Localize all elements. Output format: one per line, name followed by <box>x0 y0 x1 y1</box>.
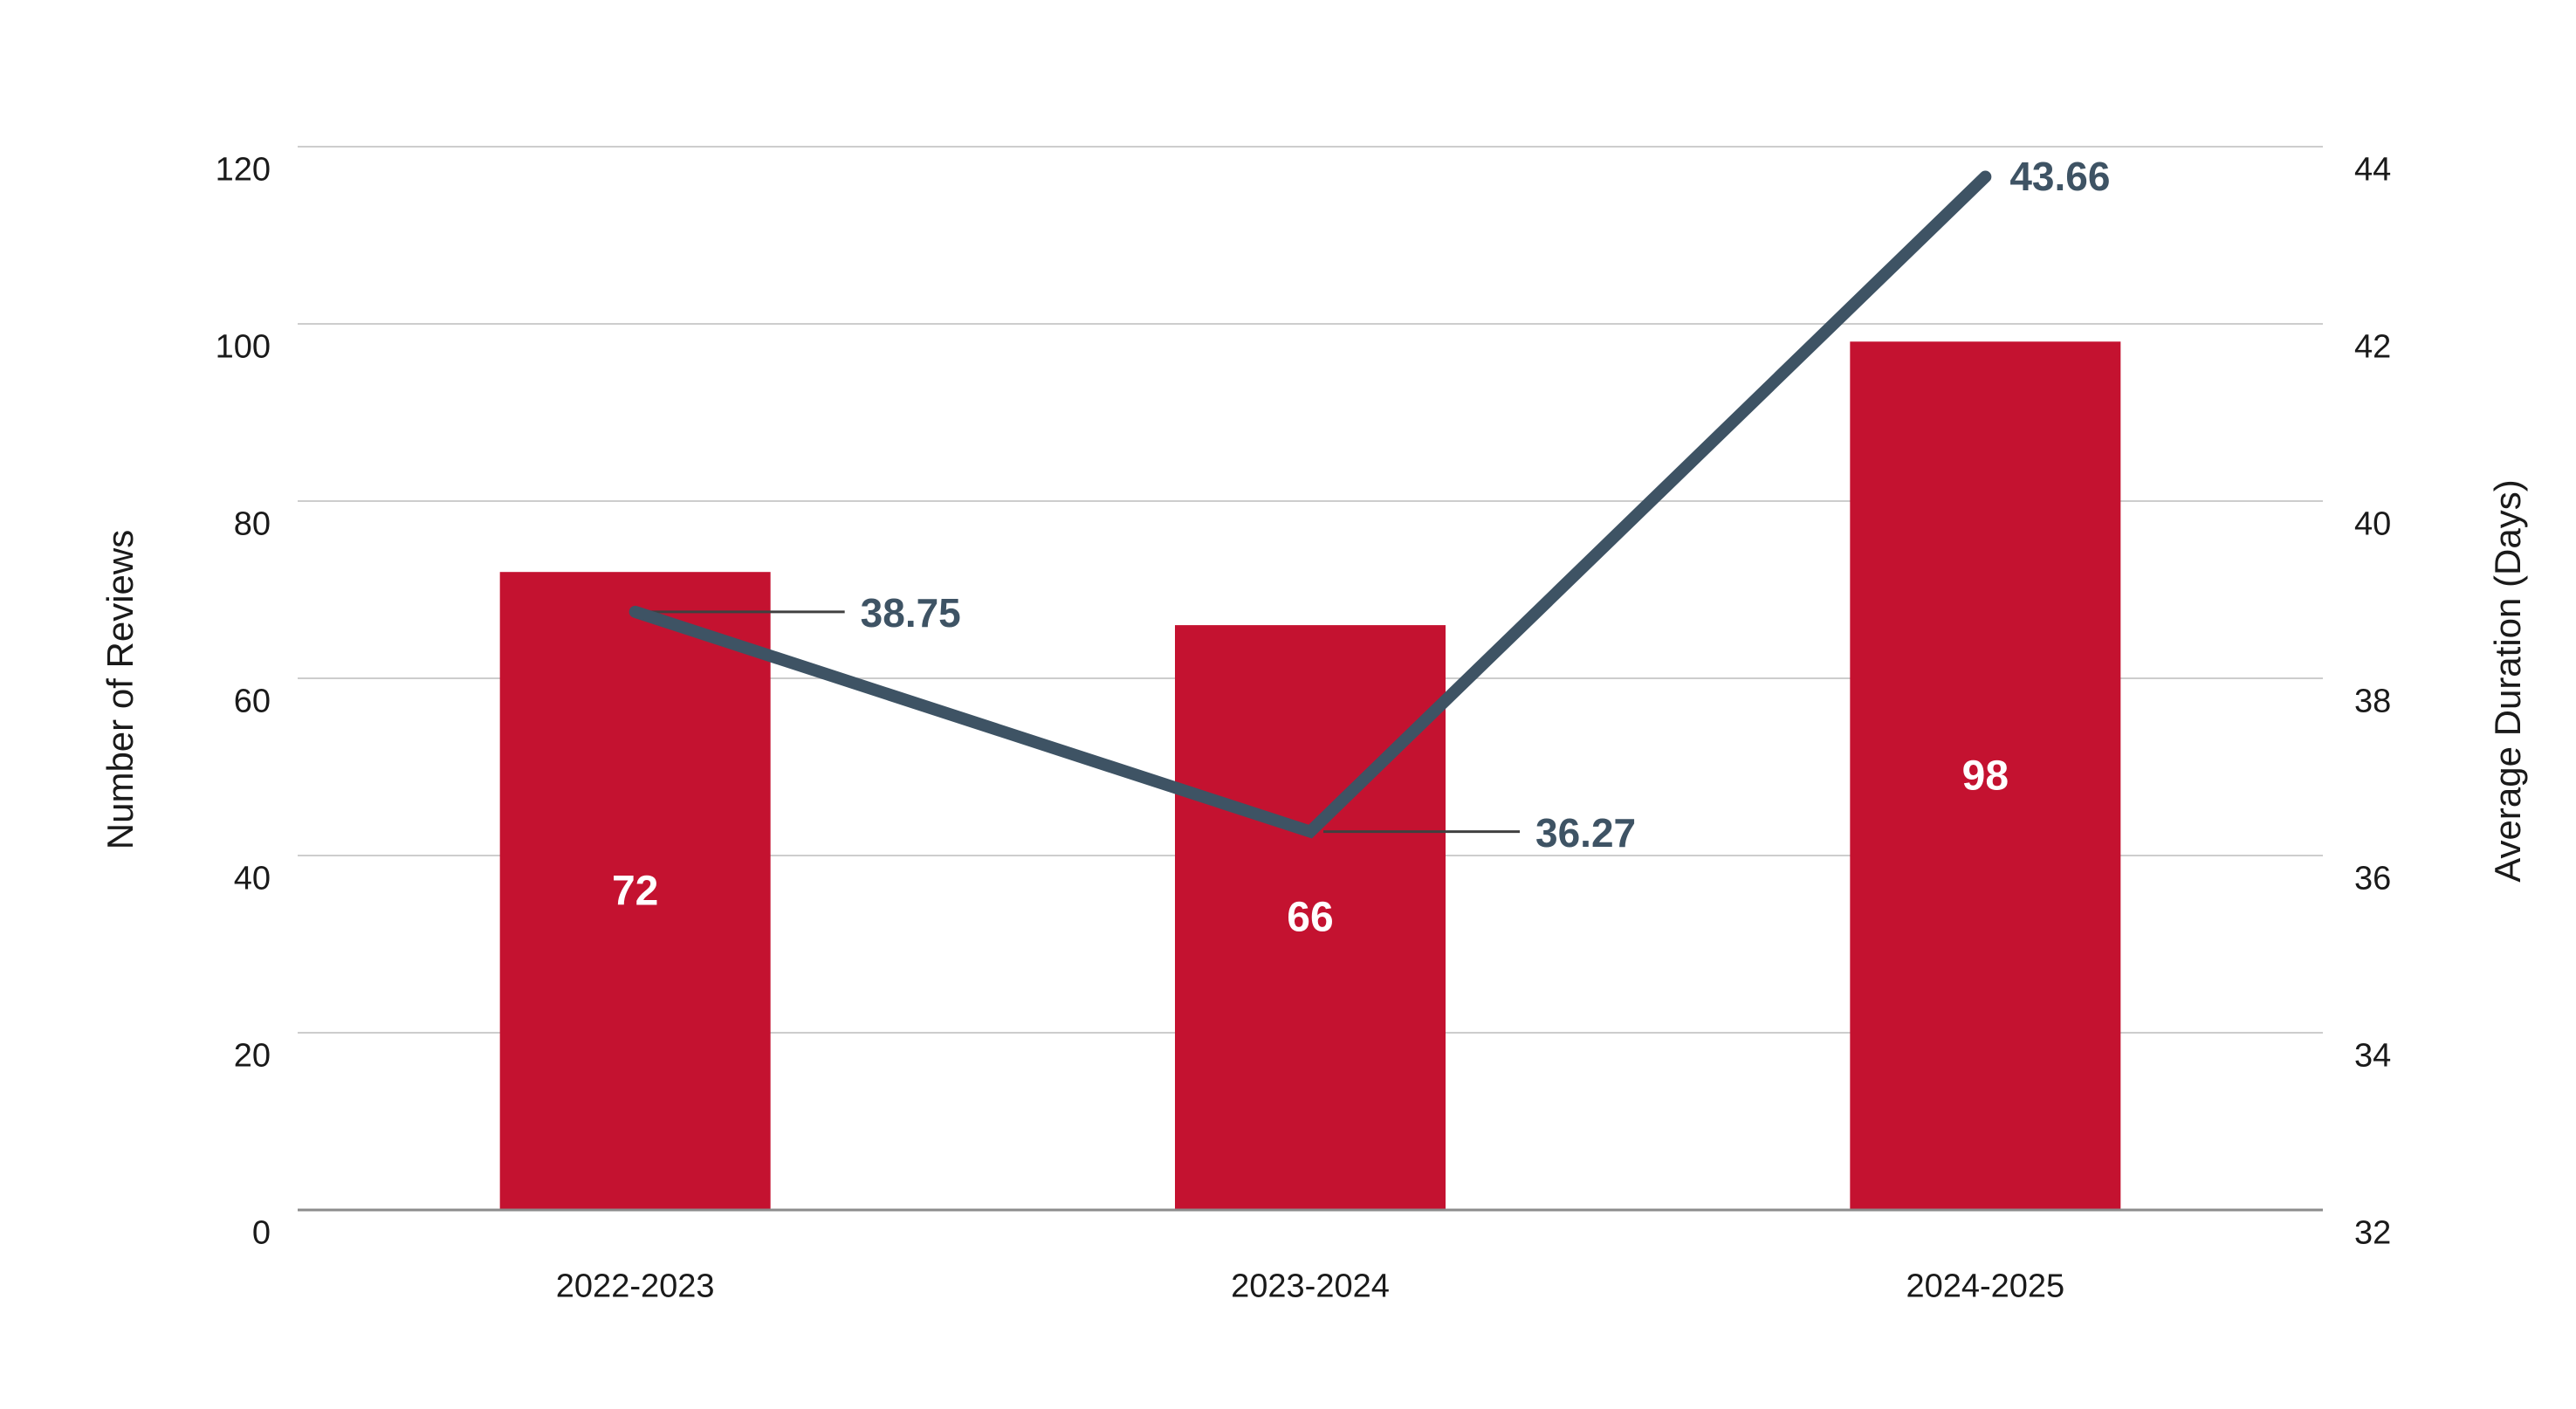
x-axis-label: 2024-2025 <box>1906 1268 2065 1305</box>
right-axis-tick: 42 <box>2354 328 2392 366</box>
right-axis-tick: 44 <box>2354 151 2392 189</box>
right-axis-title: Average Duration (Days) <box>2487 479 2528 883</box>
line-value-label: 38.75 <box>860 589 961 636</box>
right-axis-tick: 34 <box>2354 1037 2392 1075</box>
x-axis-label: 2023-2024 <box>1231 1268 1390 1305</box>
bar-2023-2024[interactable] <box>1175 625 1446 1210</box>
left-axis-tick: 100 <box>215 328 271 366</box>
right-axis-tick: 38 <box>2354 683 2392 720</box>
x-axis-label: 2022-2023 <box>555 1268 715 1305</box>
bar-value-label: 98 <box>1961 753 2009 800</box>
left-axis-tick: 60 <box>233 683 271 720</box>
bar-2024-2025[interactable] <box>1850 341 2121 1210</box>
bar-value-label: 72 <box>611 868 659 915</box>
bar-2022-2023[interactable] <box>499 572 771 1210</box>
line-value-label: 36.27 <box>1535 809 1637 856</box>
right-axis-tick: 40 <box>2354 505 2392 543</box>
left-axis-tick: 0 <box>251 1214 271 1252</box>
left-axis-tick: 40 <box>233 860 271 897</box>
left-axis-tick: 20 <box>233 1037 271 1075</box>
left-axis-tick: 80 <box>233 505 271 543</box>
bar-value-label: 66 <box>1287 894 1334 941</box>
left-axis-title: Number of Reviews <box>100 529 141 850</box>
right-axis-tick: 36 <box>2354 860 2392 897</box>
duration-line[interactable] <box>629 170 1992 839</box>
right-axis-tick: 32 <box>2354 1214 2392 1252</box>
line-value-label: 43.66 <box>2009 153 2111 199</box>
left-axis-tick: 120 <box>215 151 271 189</box>
